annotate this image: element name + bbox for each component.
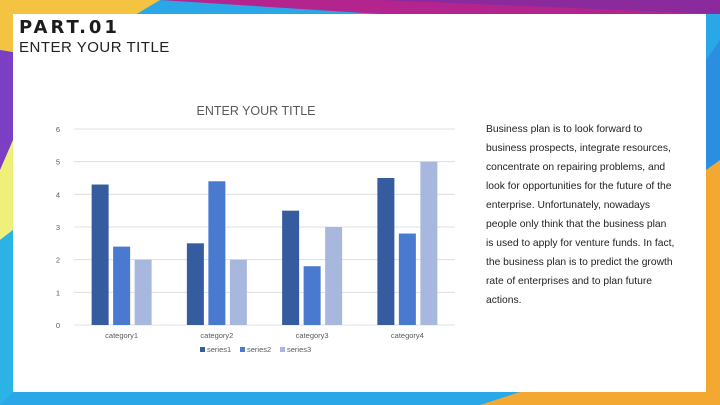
- x-tick-label: category1: [105, 331, 138, 340]
- bar-series2-category2: [208, 181, 226, 325]
- bars-layer: [91, 161, 438, 325]
- bar-series2-category3: [303, 266, 321, 325]
- bar-series3-category2: [229, 259, 247, 325]
- y-tick-label: 5: [56, 158, 60, 167]
- y-tick-label: 3: [56, 223, 60, 232]
- legend-swatch-series1: [200, 347, 205, 352]
- part-label: PART.01: [19, 17, 120, 38]
- bar-series2-category1: [113, 246, 131, 325]
- bar-series1-category4: [377, 178, 395, 325]
- legend-label-series2: series2: [247, 345, 271, 354]
- description-text: Business plan is to look forward to busi…: [486, 124, 675, 306]
- y-tick-label: 6: [56, 125, 60, 134]
- y-tick-label: 0: [56, 321, 60, 330]
- chart-title: ENTER YOUR TITLE: [196, 104, 315, 118]
- bar-series3-category3: [325, 227, 343, 325]
- bar-series2-category4: [398, 233, 416, 325]
- bar-series1-category1: [91, 184, 109, 325]
- legend: series1 series2 series3: [200, 345, 311, 354]
- x-tick-label: category4: [391, 331, 424, 340]
- x-tick-label: category2: [200, 331, 233, 340]
- grid-layer: [74, 128, 455, 326]
- y-tick-label: 2: [56, 256, 60, 265]
- y-tick-label: 1: [56, 288, 60, 297]
- bar-chart: ENTER YOUR TITLE 0 1 2 3 4 5 6 category1 categor…: [56, 104, 455, 354]
- slide-subtitle: ENTER YOUR TITLE: [19, 39, 170, 56]
- bar-series1-category2: [186, 243, 204, 325]
- legend-label-series1: series1: [207, 345, 231, 354]
- bar-series1-category3: [282, 210, 300, 325]
- legend-swatch-series2: [240, 347, 245, 352]
- bar-series3-category4: [420, 161, 438, 325]
- legend-swatch-series3: [280, 347, 285, 352]
- x-tick-label: category3: [296, 331, 329, 340]
- slide-card: [13, 14, 706, 392]
- bar-series3-category1: [134, 259, 152, 325]
- legend-label-series3: series3: [287, 345, 311, 354]
- labels-layer: 0 1 2 3 4 5 6 category1 category2 category3 catego…: [56, 125, 424, 340]
- y-tick-label: 4: [56, 190, 60, 199]
